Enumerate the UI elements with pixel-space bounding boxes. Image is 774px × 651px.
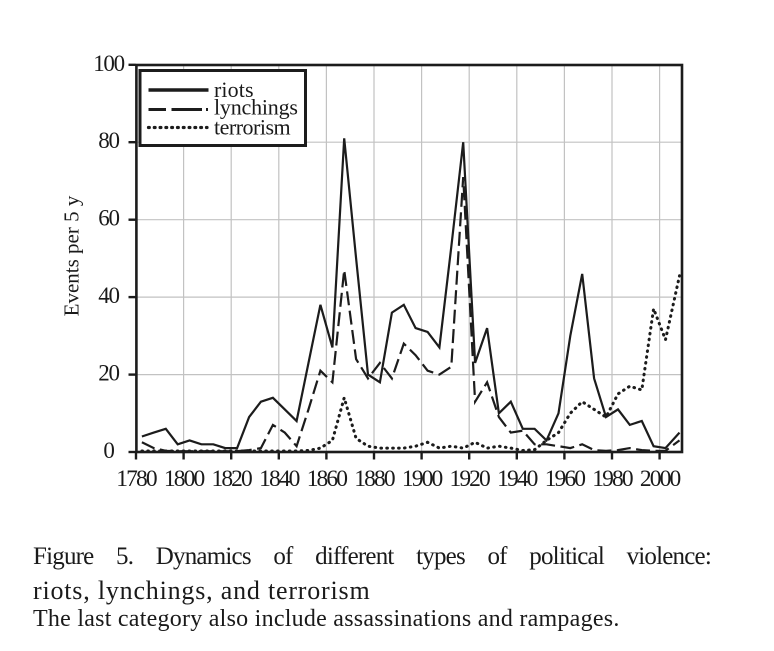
svg-text:lynchings: lynchings bbox=[214, 95, 298, 120]
svg-text:1940: 1940 bbox=[497, 466, 538, 492]
svg-text:2000: 2000 bbox=[640, 466, 681, 492]
svg-text:1780: 1780 bbox=[116, 466, 157, 492]
svg-text:60: 60 bbox=[98, 206, 119, 231]
svg-text:1840: 1840 bbox=[259, 466, 300, 492]
svg-text:terrorism: terrorism bbox=[214, 115, 291, 140]
svg-text:Events per 5 y: Events per 5 y bbox=[60, 195, 84, 316]
svg-text:riots: riots bbox=[214, 77, 254, 102]
svg-text:1900: 1900 bbox=[402, 466, 443, 492]
svg-text:1880: 1880 bbox=[354, 466, 395, 492]
svg-text:100: 100 bbox=[93, 51, 124, 76]
svg-text:1820: 1820 bbox=[211, 466, 252, 492]
svg-text:1800: 1800 bbox=[164, 466, 205, 492]
svg-text:1860: 1860 bbox=[307, 466, 348, 492]
svg-text:0: 0 bbox=[103, 438, 114, 463]
svg-text:80: 80 bbox=[98, 128, 119, 153]
svg-text:20: 20 bbox=[98, 361, 119, 386]
svg-text:1980: 1980 bbox=[592, 466, 633, 492]
svg-text:40: 40 bbox=[98, 283, 119, 308]
svg-text:1960: 1960 bbox=[545, 466, 586, 492]
svg-text:1920: 1920 bbox=[449, 466, 490, 492]
